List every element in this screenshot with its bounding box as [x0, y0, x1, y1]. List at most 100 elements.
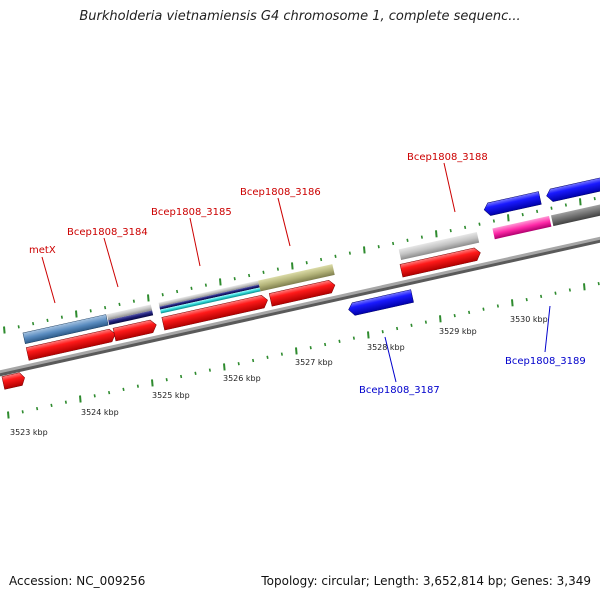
leader-3187 [384, 336, 397, 383]
minor-tick [540, 294, 543, 299]
gene-arrow-3184[interactable] [112, 319, 158, 342]
gene-arrow-left-edge[interactable] [1, 372, 26, 390]
minor-tick [464, 225, 467, 230]
major-tick [583, 283, 586, 291]
feature-bar-3189-cog[interactable] [492, 215, 552, 240]
major-tick [219, 278, 222, 286]
feature-bar-3188-cog[interactable] [398, 231, 480, 261]
leader-metx [41, 256, 56, 304]
backbone [0, 236, 600, 374]
minor-tick [381, 330, 384, 334]
scale-label: 3525 kbp [152, 391, 190, 400]
feature-bar-3184-cog-lower[interactable] [108, 310, 154, 326]
gene-label-3186: Bcep1808_3186 [240, 187, 321, 198]
minor-tick [280, 352, 283, 356]
minor-tick [276, 267, 279, 271]
minor-tick [482, 307, 485, 311]
feature-bar-3186-cog[interactable] [258, 264, 335, 292]
minor-tick [352, 336, 355, 340]
leader-3186 [277, 197, 291, 247]
major-tick [435, 230, 438, 238]
gene-arrow-3186[interactable] [268, 279, 336, 307]
major-tick [439, 315, 442, 323]
feature-bar-next-cog[interactable] [550, 202, 600, 227]
minor-tick [89, 309, 92, 313]
minor-tick [50, 403, 53, 408]
minor-tick [396, 326, 399, 331]
minor-tick [194, 371, 197, 375]
minor-tick [32, 321, 35, 326]
backbone-shadow [0, 237, 600, 377]
major-tick [579, 198, 582, 206]
gene-label-3185: Bcep1808_3185 [151, 207, 232, 218]
gene-arrow-metx[interactable] [25, 328, 117, 361]
minor-tick [36, 406, 39, 411]
gene-arrow-3188[interactable] [399, 247, 482, 278]
minor-tick [161, 293, 164, 297]
minor-tick [478, 222, 481, 226]
minor-tick [252, 358, 255, 363]
minor-tick [266, 355, 269, 359]
minor-tick [348, 251, 351, 255]
gene-label-3188: Bcep1808_3188 [407, 152, 488, 163]
minor-tick [309, 346, 312, 350]
feature-bar-3185-cog[interactable] [158, 280, 260, 307]
minor-tick [449, 228, 452, 233]
minor-tick [204, 283, 207, 287]
minor-tick [424, 320, 427, 324]
leader-3188 [443, 162, 456, 213]
minor-tick [420, 235, 423, 239]
minor-tick [597, 281, 600, 286]
gene-label-metx: metX [29, 245, 56, 256]
gene-label-3187: Bcep1808_3187 [359, 385, 440, 396]
minor-tick [521, 212, 524, 217]
minor-tick [324, 342, 327, 347]
minor-tick [208, 368, 211, 372]
gene-arrow-3189[interactable] [483, 191, 542, 217]
minor-tick [176, 289, 179, 294]
gene-label-3184: Bcep1808_3184 [67, 227, 148, 238]
minor-tick [525, 297, 528, 302]
minor-tick [165, 378, 168, 382]
major-tick [151, 379, 154, 387]
gene-arrow-3185[interactable] [161, 294, 269, 331]
major-tick [3, 326, 6, 334]
feature-bar-3185-cog-low[interactable] [160, 287, 261, 314]
minor-tick [536, 209, 539, 214]
accession-text: Accession: NC_009256 [9, 574, 146, 588]
leader-3185 [189, 217, 201, 267]
feature-bar-3185-cog-mid[interactable] [159, 284, 260, 310]
feature-bar-metx-cog[interactable] [22, 314, 109, 345]
minor-tick [453, 313, 456, 318]
minor-tick [338, 339, 341, 343]
major-tick [7, 411, 10, 419]
gene-arrow-3187[interactable] [347, 289, 414, 317]
gene-label-3189: Bcep1808_3189 [505, 356, 586, 367]
minor-tick [118, 302, 121, 307]
major-tick [147, 294, 150, 302]
minor-tick [46, 318, 49, 323]
minor-tick [233, 277, 236, 281]
major-tick [295, 347, 298, 355]
gene-arrow-next[interactable] [545, 174, 600, 203]
minor-tick [305, 261, 308, 265]
scale-label: 3530 kbp [510, 315, 548, 324]
minor-tick [406, 238, 409, 242]
minor-tick [93, 394, 96, 398]
minor-tick [108, 390, 111, 395]
minor-tick [190, 286, 193, 290]
minor-tick [468, 310, 471, 315]
scale-label: 3529 kbp [439, 327, 477, 336]
minor-tick [492, 219, 495, 223]
major-tick [79, 395, 82, 403]
minor-tick [122, 387, 125, 392]
minor-tick [60, 315, 63, 319]
scale-label: 3523 kbp [10, 428, 48, 437]
scale-label: 3527 kbp [295, 358, 333, 367]
minor-tick [104, 305, 107, 310]
major-tick [363, 246, 366, 254]
minor-tick [64, 400, 67, 404]
feature-bar-3184-cog[interactable] [106, 304, 153, 321]
scale-label: 3528 kbp [367, 343, 405, 352]
minor-tick [392, 241, 395, 246]
